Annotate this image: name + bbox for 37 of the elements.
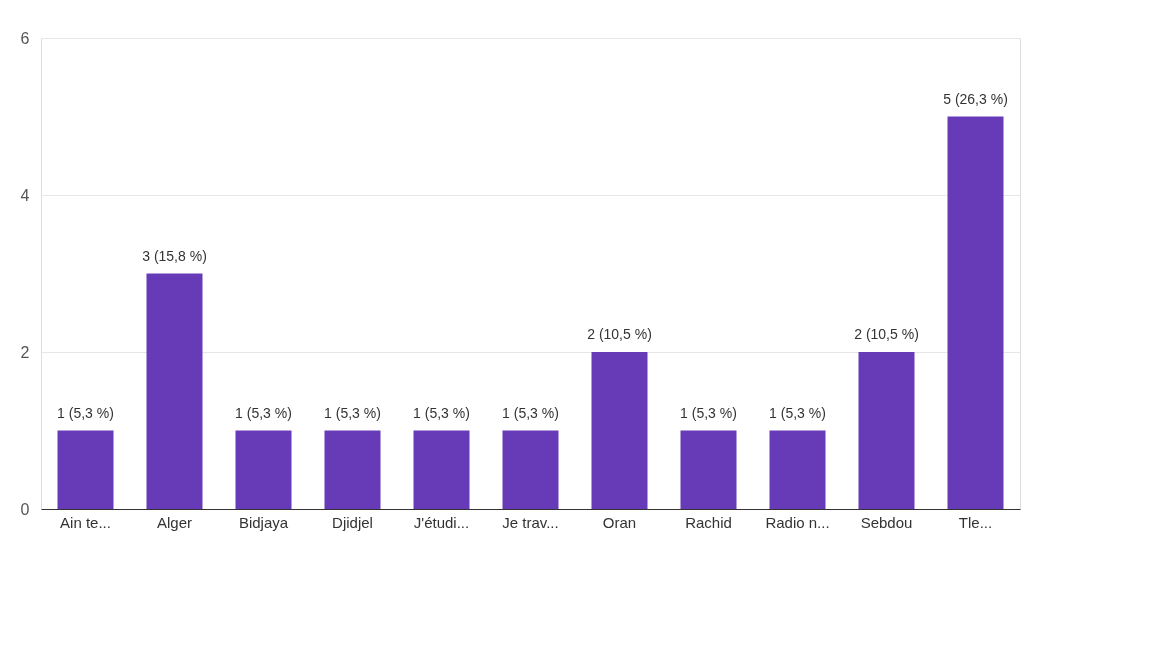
data-label: 1 (5,3 %) <box>502 404 559 421</box>
data-label: 1 (5,3 %) <box>324 404 381 421</box>
bar <box>502 430 559 509</box>
bar <box>413 430 470 509</box>
x-tick-label: Je trav... <box>502 513 559 531</box>
data-label: 5 (26,3 %) <box>943 90 1008 107</box>
data-label: 1 (5,3 %) <box>769 404 826 421</box>
x-tick-label: Tle... <box>958 513 993 531</box>
x-tick-label: Ain te... <box>60 513 111 531</box>
bar <box>858 352 915 509</box>
bar <box>235 430 292 509</box>
bar <box>324 430 381 509</box>
x-tick-label: Bidjaya <box>238 513 289 531</box>
x-tick-label: Alger <box>156 513 193 531</box>
bar <box>947 116 1004 509</box>
bar <box>769 430 826 509</box>
x-tick-label: Rachid <box>685 513 732 531</box>
data-label: 3 (15,8 %) <box>142 247 207 264</box>
x-tick-label: Djidjel <box>332 513 373 531</box>
bar <box>146 273 203 509</box>
x-tick-label: Oran <box>602 513 637 531</box>
data-label: 2 (10,5 %) <box>587 326 652 342</box>
y-tick-label: 4 <box>20 186 30 204</box>
x-tick-label: J'étudi... <box>413 513 470 531</box>
y-tick-label: 2 <box>20 343 30 361</box>
x-tick-label: Sebdou <box>860 513 913 531</box>
data-label: 2 (10,5 %) <box>854 326 919 342</box>
y-tick-label: 6 <box>20 29 30 47</box>
bar <box>591 352 648 509</box>
data-label: 1 (5,3 %) <box>57 404 114 421</box>
data-label: 1 (5,3 %) <box>680 404 737 421</box>
y-tick-label: 0 <box>20 500 30 518</box>
data-label: 1 (5,3 %) <box>235 404 292 421</box>
bar <box>57 430 114 509</box>
bar <box>680 430 737 509</box>
data-label: 1 (5,3 %) <box>413 404 470 421</box>
x-tick-label: Radio n... <box>765 513 830 531</box>
